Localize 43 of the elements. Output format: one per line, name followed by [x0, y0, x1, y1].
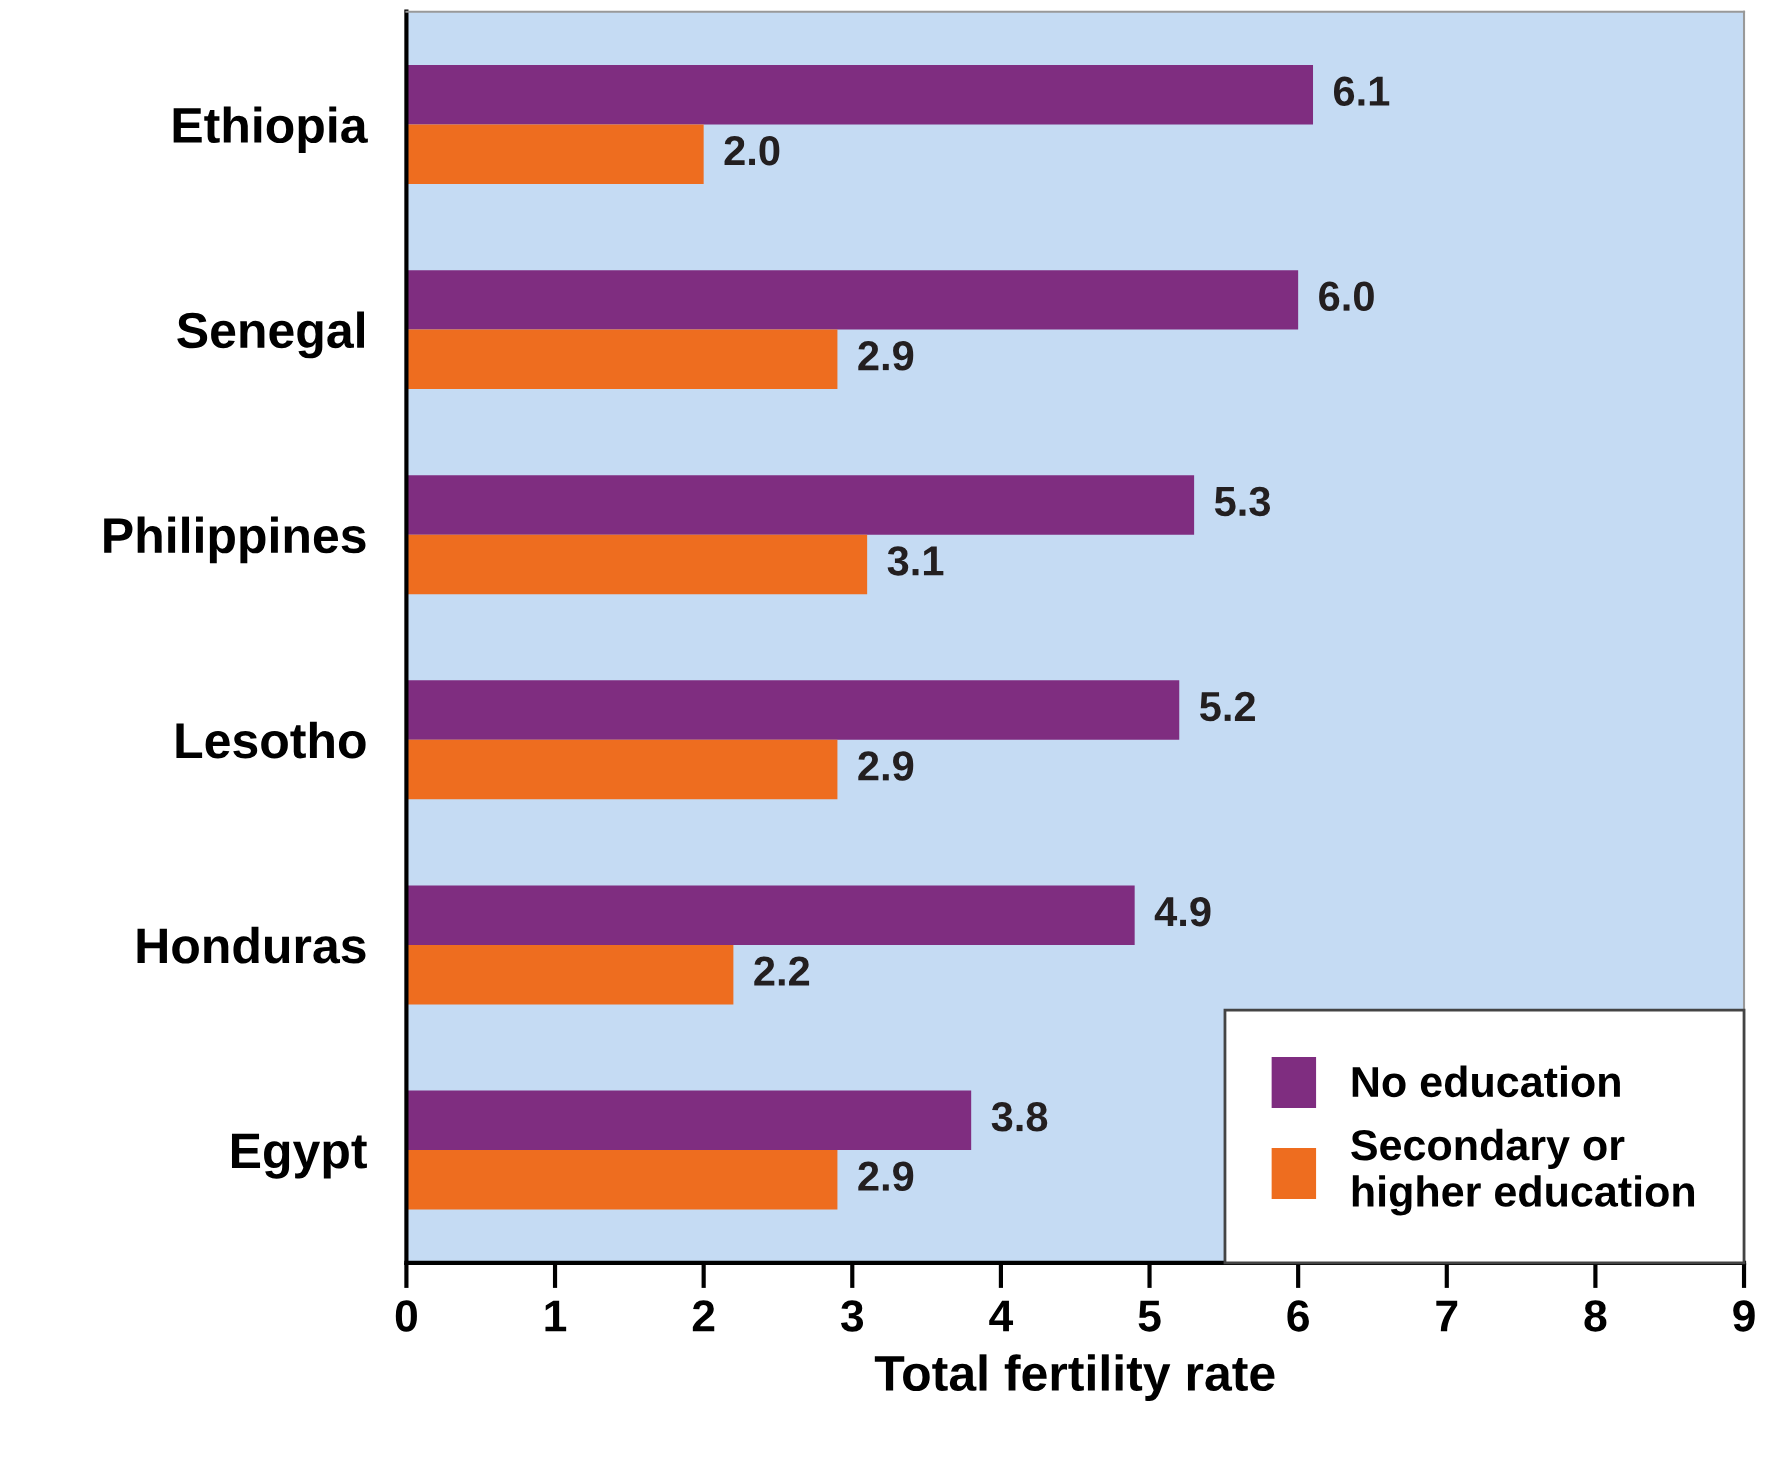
data-label: 5.3 [1214, 486, 1270, 517]
bar [406, 885, 1135, 945]
bar [406, 1090, 972, 1151]
x-tick-label: 2 [692, 1300, 715, 1332]
data-label: 6.1 [1333, 76, 1390, 106]
data-label: 6.0 [1319, 281, 1374, 312]
y-tick-label: Honduras [137, 926, 366, 964]
legend-label: Secondary or higher education [1351, 1128, 1695, 1216]
data-label: 3.8 [991, 1102, 1048, 1132]
data-label: 3.1 [887, 546, 944, 576]
legend-label: No education [1352, 1065, 1620, 1098]
data-label: 2.0 [724, 135, 780, 166]
bar [406, 475, 1195, 535]
y-tick-label: Philippines [104, 516, 366, 564]
y-tick-label: Lesotho [176, 721, 366, 759]
data-label: 2.2 [754, 956, 810, 986]
bar [406, 270, 1299, 330]
x-tick-label: 1 [545, 1300, 567, 1332]
data-label: 2.9 [858, 341, 914, 371]
x-tick-label: 7 [1436, 1300, 1458, 1332]
bar [406, 1150, 838, 1210]
x-tick-label: 6 [1287, 1300, 1309, 1332]
x-tick-label: 9 [1733, 1300, 1755, 1332]
x-tick-label: 5 [1138, 1300, 1161, 1332]
data-label: 2.9 [858, 1161, 914, 1192]
bar [406, 329, 838, 390]
x-tick-label: 4 [989, 1300, 1014, 1332]
bar [406, 65, 1314, 125]
x-tick-label: 3 [840, 1300, 864, 1332]
x-axis-title: Total fertility rate [874, 1354, 1275, 1401]
data-label: 5.2 [1199, 691, 1255, 722]
bar [406, 124, 704, 184]
bar [406, 739, 838, 800]
x-tick-label: 8 [1584, 1300, 1607, 1332]
y-tick-label: Ethiopia [173, 106, 368, 153]
bar [406, 944, 734, 1005]
data-label: 4.9 [1154, 896, 1211, 927]
y-tick-label: Egypt [231, 1133, 367, 1179]
data-label: 2.9 [858, 751, 914, 781]
bar [406, 534, 868, 595]
x-tick-label: 0 [395, 1300, 417, 1332]
y-tick-label: Senegal [177, 311, 364, 359]
bar [406, 680, 1180, 740]
